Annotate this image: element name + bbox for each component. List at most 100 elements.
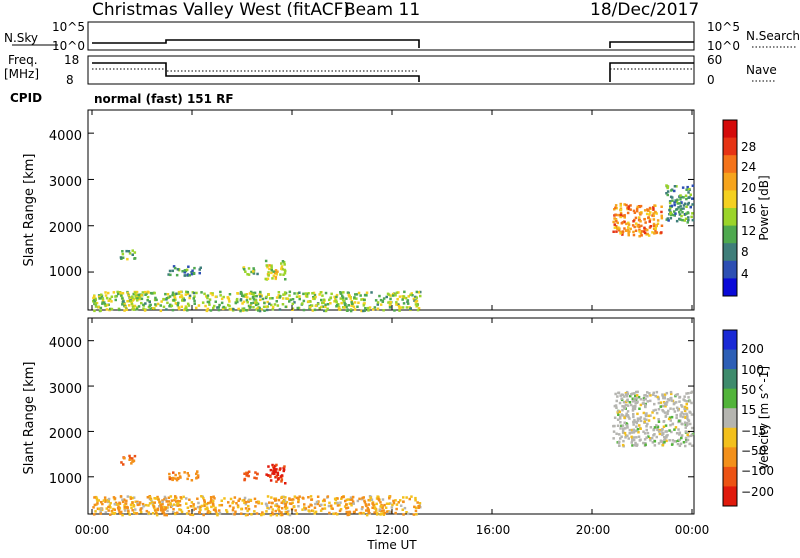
velocity-cell bbox=[636, 400, 639, 403]
power-cell bbox=[192, 297, 195, 300]
power-cell bbox=[627, 233, 630, 237]
velocity-cell bbox=[148, 495, 152, 499]
power-cell bbox=[689, 193, 692, 196]
power-cell bbox=[128, 252, 132, 255]
velocity-cell bbox=[621, 408, 624, 412]
power-cell bbox=[92, 300, 95, 303]
power-cell bbox=[224, 306, 227, 310]
velocity-cell bbox=[309, 495, 313, 498]
velocity-cell bbox=[679, 442, 683, 446]
power-cell bbox=[388, 306, 392, 309]
velocity-cell bbox=[199, 508, 202, 512]
velocity-cell bbox=[413, 505, 416, 509]
velocity-cell bbox=[684, 444, 687, 448]
power-cell bbox=[643, 231, 647, 235]
velocity-cell bbox=[100, 507, 103, 510]
power-cell bbox=[329, 296, 333, 299]
velocity-cell bbox=[93, 496, 96, 499]
vel-ylabel: Slant Range [km] bbox=[22, 362, 37, 475]
power-cell bbox=[653, 204, 656, 207]
power-cell bbox=[107, 303, 110, 306]
velocity-cell bbox=[689, 422, 692, 426]
velocity-cell bbox=[352, 502, 355, 505]
power-cell bbox=[639, 204, 643, 208]
power-cell bbox=[203, 292, 206, 296]
power-cell bbox=[266, 277, 270, 280]
power-cell bbox=[139, 293, 142, 296]
velocity-cell bbox=[615, 432, 618, 435]
power-cell bbox=[613, 208, 616, 211]
velocity-cell bbox=[261, 511, 264, 514]
power-cell bbox=[284, 305, 288, 309]
nsky-tick-top: 10^5 bbox=[52, 20, 85, 34]
power-cell bbox=[673, 185, 677, 188]
velocity-cell bbox=[293, 495, 297, 498]
velocity-cell bbox=[174, 477, 177, 480]
power-cell bbox=[208, 303, 211, 306]
power-cell bbox=[660, 210, 663, 214]
power-cell bbox=[235, 299, 239, 302]
velocity-cell bbox=[633, 405, 637, 408]
power-cell bbox=[240, 292, 243, 295]
vel-cb-tick-15: 15 bbox=[741, 403, 756, 417]
power-cell bbox=[245, 309, 248, 312]
power-cell bbox=[397, 291, 400, 294]
power-cell bbox=[411, 294, 414, 297]
velocity-cell bbox=[645, 414, 648, 418]
velocity-cell bbox=[328, 511, 331, 515]
velocity-cell bbox=[321, 507, 324, 511]
velocity-cell bbox=[266, 506, 269, 510]
velocity-cell bbox=[334, 498, 338, 502]
velocity-cell bbox=[632, 436, 636, 439]
power-cell bbox=[619, 204, 622, 207]
velocity-cell bbox=[265, 473, 268, 476]
velocity-cell bbox=[663, 439, 666, 442]
velocity-cell bbox=[373, 511, 376, 514]
velocity-cell bbox=[256, 472, 259, 476]
power-cell bbox=[636, 225, 639, 228]
velocity-cell bbox=[313, 506, 317, 509]
power-cell bbox=[253, 295, 256, 298]
velocity-cell bbox=[120, 461, 123, 464]
power-cell bbox=[103, 301, 106, 304]
power-cell bbox=[619, 207, 623, 210]
power-cell bbox=[691, 203, 694, 206]
power-cell bbox=[135, 307, 139, 311]
velocity-cell bbox=[351, 495, 355, 499]
velocity-cell bbox=[145, 509, 149, 513]
power-cell bbox=[228, 293, 232, 296]
velocity-cell bbox=[673, 428, 676, 431]
velocity-cell bbox=[244, 513, 248, 517]
velocity-cell bbox=[269, 479, 273, 482]
velocity-cell bbox=[685, 439, 688, 442]
velocity-cell bbox=[274, 509, 277, 513]
nsky-panel: N.Sky 10^5 10^0 10^5 10^0 N.Search bbox=[4, 20, 800, 53]
power-cell bbox=[137, 305, 141, 308]
velocity-cell bbox=[624, 392, 628, 395]
velocity-cell bbox=[243, 478, 246, 482]
velocity-cell bbox=[683, 409, 687, 413]
velocity-cell bbox=[240, 507, 243, 511]
power-cell bbox=[127, 304, 131, 307]
power-cell bbox=[675, 200, 679, 203]
velocity-cell bbox=[367, 511, 371, 515]
power-cell bbox=[669, 211, 673, 214]
power-cell bbox=[678, 210, 681, 214]
velocity-cell bbox=[136, 502, 139, 505]
power-cell bbox=[623, 203, 626, 206]
power-cell bbox=[214, 295, 218, 299]
power-cell bbox=[247, 273, 251, 276]
velocity-cell bbox=[621, 393, 624, 397]
velocity-cell bbox=[616, 424, 620, 427]
velocity-cell bbox=[241, 499, 244, 502]
velocity-cell bbox=[284, 502, 287, 506]
velocity-cell bbox=[652, 391, 655, 395]
power-colorbar-swatch bbox=[723, 172, 737, 191]
velocity-cell bbox=[285, 501, 289, 504]
power-cell bbox=[183, 298, 186, 302]
power-cell bbox=[249, 297, 252, 301]
velocity-cell bbox=[395, 503, 399, 506]
velocity-cell bbox=[117, 508, 121, 512]
power-cell bbox=[640, 224, 643, 228]
velocity-cell bbox=[247, 498, 251, 502]
